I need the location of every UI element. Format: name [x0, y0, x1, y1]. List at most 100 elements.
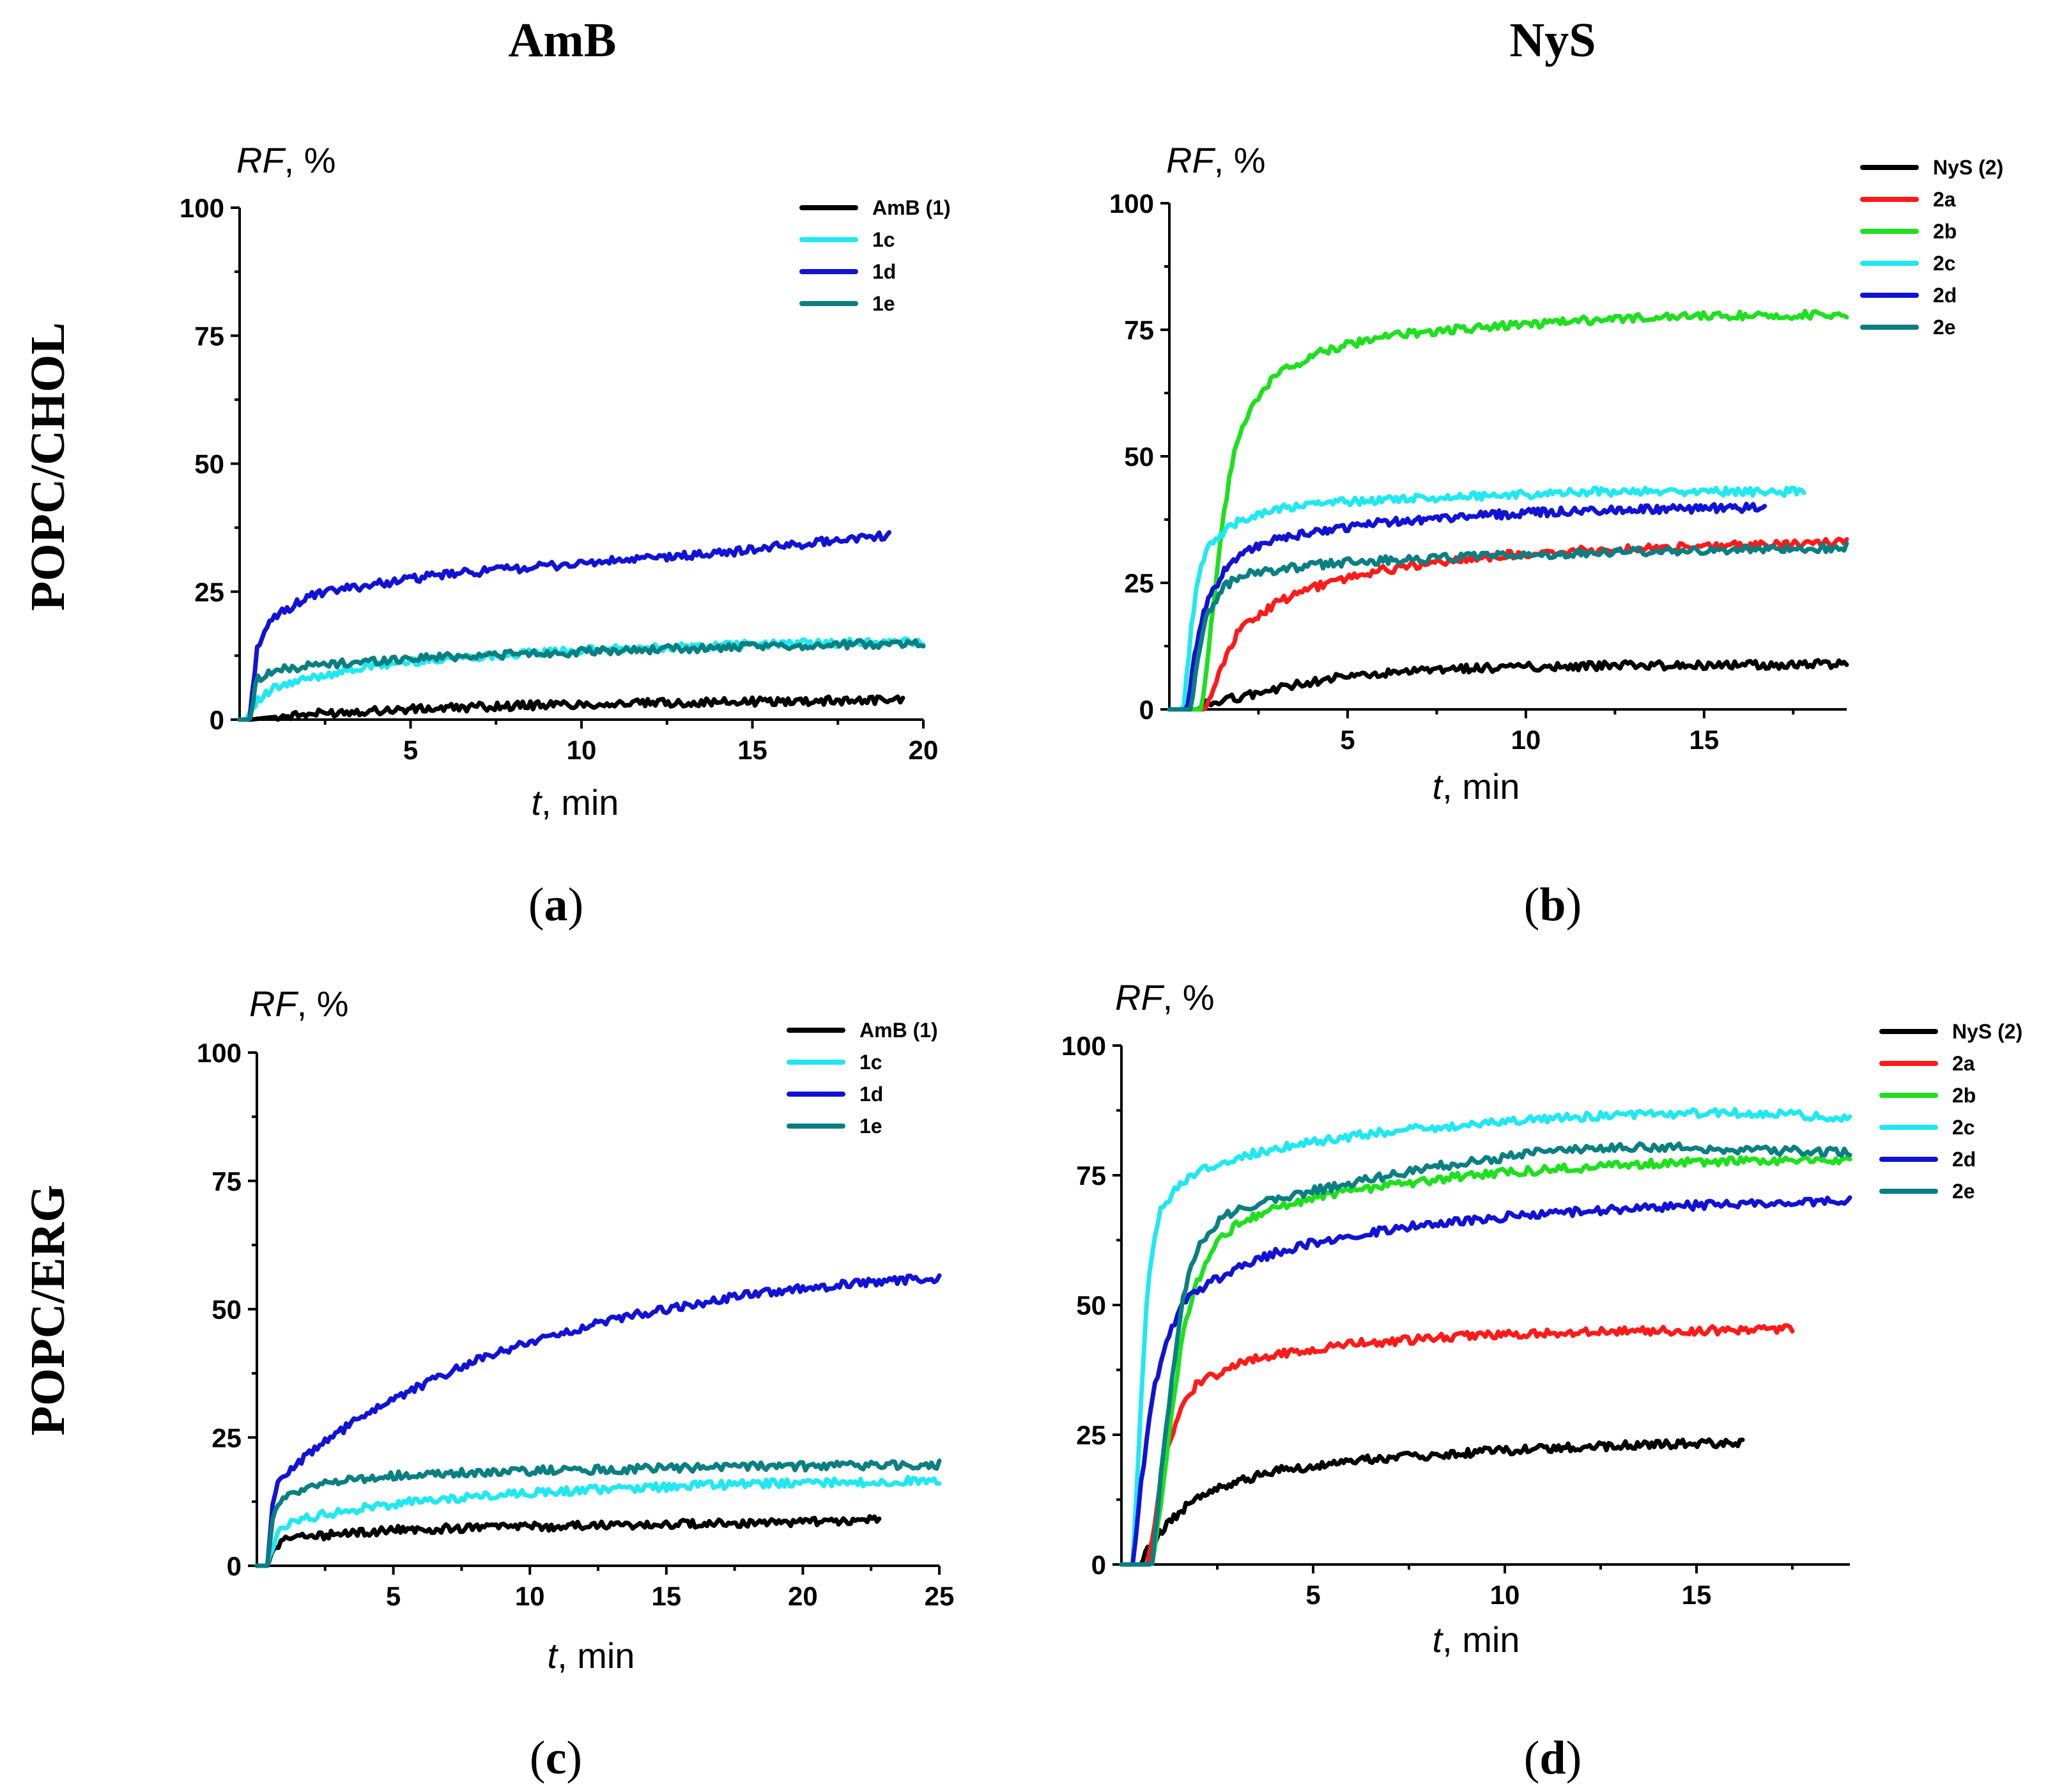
series-line-2a [1167, 536, 1849, 712]
y-tick-label: 75 [1076, 1161, 1106, 1191]
series-line-2b [1119, 1155, 1852, 1567]
legend-label: 1d [859, 1083, 883, 1106]
y-axis-label-unit: , % [1214, 140, 1266, 180]
x-tick-label: 20 [788, 1581, 818, 1611]
series-line-1c [237, 636, 926, 722]
x-tick-label: 15 [1682, 1580, 1712, 1610]
series-line-1d [237, 530, 891, 722]
x-axis-label: t, min [1433, 766, 1520, 807]
panel-letter: c [546, 1732, 567, 1784]
y-axis-label: RF, % [1115, 977, 1215, 1017]
series-line-1e [237, 638, 926, 722]
x-tick-label: 15 [1689, 725, 1719, 755]
x-tick-label: 15 [651, 1581, 681, 1611]
x-axis-label: t, min [532, 782, 619, 823]
x-tick-label: 25 [925, 1581, 955, 1611]
y-axis-label-unit: , % [284, 140, 336, 180]
legend-label: 2a [1933, 188, 1956, 211]
y-tick-label: 100 [180, 193, 224, 223]
series-line-2c [1167, 485, 1806, 712]
y-axis-label-italic: RF [1115, 977, 1164, 1017]
chart-panel-b: 0 25 50 75 100 5 10 15 RF, % t, min (b) NyS (2) 2a 2b… [1109, 140, 2003, 931]
series-line-2d [1167, 502, 1767, 712]
legend-label: 2d [1952, 1148, 1976, 1171]
legend-label: 2a [1952, 1052, 1975, 1075]
y-tick-label: 75 [194, 321, 224, 351]
x-tick-label: 10 [515, 1581, 545, 1611]
y-tick-label: 0 [1139, 695, 1154, 725]
legend-label: NyS (2) [1952, 1020, 2022, 1043]
y-tick-label: 50 [212, 1295, 242, 1325]
x-tick-label: 10 [567, 735, 597, 765]
y-tick-label: 100 [1109, 189, 1154, 219]
x-axis-label: t, min [548, 1635, 635, 1676]
panel-label: (b) [1524, 879, 1582, 931]
panel-label: (a) [528, 879, 583, 931]
chart-panel-d: 0 25 50 75 100 5 10 15 RF, % t, min (d) NyS (2) 2a 2b… [1061, 977, 2022, 1784]
series-line-2d [1119, 1195, 1852, 1567]
panel-label: (d) [1524, 1732, 1582, 1784]
y-tick-label: 50 [1124, 442, 1154, 472]
series-line-1e [254, 1458, 942, 1568]
chart-panel-c: 0 25 50 75 100 5 10 15 20 25 RF, % t, min (c) AmB (1)… [197, 984, 954, 1784]
y-axis-label-unit: , % [1163, 977, 1215, 1017]
legend-label: 1d [872, 260, 896, 283]
legend-label: 2c [1933, 252, 1956, 275]
x-axis-label-italic: t [548, 1635, 559, 1676]
row-title-popc-erg: POPC/ERG [21, 1185, 75, 1436]
y-tick-label: 50 [194, 449, 224, 479]
x-tick-label: 5 [403, 735, 418, 765]
x-axis-label-unit: , min [1442, 1619, 1520, 1660]
y-tick-label: 0 [1091, 1550, 1106, 1580]
x-tick-label: 5 [386, 1581, 401, 1611]
x-axis-label-italic: t [1433, 1619, 1444, 1660]
legend-label: 2b [1933, 220, 1957, 243]
x-axis-label-unit: , min [1442, 766, 1520, 807]
legend-label: 1e [872, 292, 895, 315]
legend-label: 2e [1952, 1180, 1975, 1203]
y-tick-label: 25 [212, 1423, 242, 1453]
series-line-amb-1- [237, 694, 905, 722]
x-axis-label-unit: , min [557, 1635, 635, 1676]
legend-label: 1c [859, 1051, 882, 1074]
y-tick-label: 25 [194, 577, 224, 607]
legend-label: NyS (2) [1933, 156, 2003, 179]
x-tick-label: 20 [909, 735, 939, 765]
x-axis-label-italic: t [1433, 766, 1444, 807]
y-tick-label: 50 [1076, 1290, 1106, 1320]
legend-label: 2e [1933, 316, 1956, 339]
legend-label: AmB (1) [859, 1019, 938, 1042]
y-tick-label: 25 [1076, 1420, 1106, 1450]
column-title-nys: NyS [1509, 13, 1596, 67]
x-tick-label: 5 [1305, 1580, 1320, 1610]
y-axis-label: RF, % [236, 140, 336, 180]
legend-label: 2c [1952, 1116, 1975, 1139]
panel-letter: d [1539, 1732, 1566, 1784]
y-axis-label-unit: , % [297, 984, 349, 1024]
chart-panel-a: 0 25 50 75 100 5 10 15 20 RF, % t, min (a) AmB (1) 1c… [180, 140, 951, 931]
series-line-2a [1119, 1323, 1795, 1567]
y-tick-label: 100 [1061, 1031, 1106, 1061]
x-axis-label-unit: , min [541, 782, 619, 823]
series-line-amb-1- [254, 1514, 882, 1568]
panel-letter: b [1539, 879, 1566, 931]
series-line-2e [1119, 1141, 1852, 1567]
column-title-amb: AmB [509, 13, 617, 67]
y-axis-label: RF, % [1166, 140, 1266, 180]
series-line-nys-2- [1167, 658, 1849, 712]
series-line-1d [254, 1273, 942, 1568]
legend-label: 1e [859, 1115, 882, 1138]
row-title-popc-chol: POPC/CHOL [21, 322, 75, 611]
x-tick-label: 15 [737, 735, 767, 765]
y-tick-label: 0 [210, 705, 224, 735]
y-tick-label: 100 [197, 1038, 242, 1068]
series-line-1c [254, 1474, 942, 1568]
legend-label: 2b [1952, 1084, 1976, 1107]
x-axis-label: t, min [1433, 1619, 1520, 1660]
legend-label: 1c [872, 228, 895, 251]
y-axis-label-italic: RF [1166, 140, 1215, 180]
y-tick-label: 75 [1124, 315, 1154, 345]
legend-label: 2d [1933, 284, 1957, 307]
y-axis-label-italic: RF [249, 984, 298, 1024]
